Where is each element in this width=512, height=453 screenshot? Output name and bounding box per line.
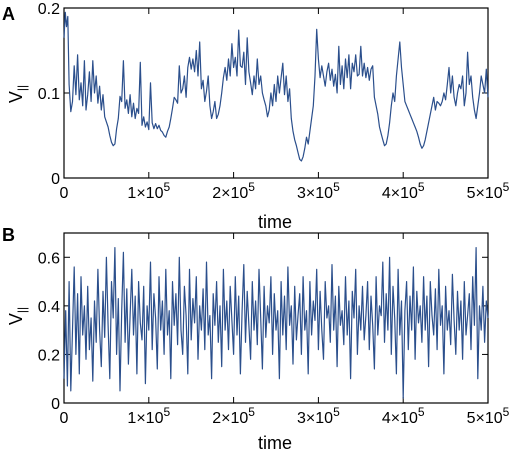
panel-a-chart: A V|| 00.10.20 1×105 2×105 3×105 4×105 5×105 … <box>2 1 510 232</box>
panel-b-ylabel-main: V <box>6 313 26 325</box>
panel-a-xtick-label: 1×105 <box>127 180 170 202</box>
svg-text:V||: V|| <box>6 307 29 325</box>
panel-a-ytick-label: 0.2 <box>38 1 60 18</box>
panel-a-ylabel-main: V <box>6 91 26 103</box>
panel-b-xlabel: time <box>258 433 292 453</box>
panel-a-xtick-label: 0 <box>60 185 69 202</box>
panel-b-ytick-label: 0.2 <box>38 347 60 364</box>
panel-a-ylabel-sub: || <box>15 85 29 91</box>
panel-a-ytick-label: 0.1 <box>38 86 60 103</box>
panel-b-xtick-label: 0 <box>60 410 69 427</box>
panel-b-xtick-label: 5×105 <box>467 405 510 427</box>
panel-a-xtick-label: 2×105 <box>212 180 255 202</box>
panel-a-xtick-label: 4×105 <box>382 180 425 202</box>
panel-b-ytick-label: 0 <box>51 396 60 413</box>
panel-a-plot-area: 0 0.1 0.2 0 1×105 2×105 3×105 4×105 5×105 <box>38 1 510 202</box>
panel-b-plot-area: 0 0.2 0.4 0.6 0 1×105 2×105 3×105 4×105 5×105 <box>38 232 510 427</box>
panel-a-ylabel: V|| <box>6 85 29 103</box>
panel-b-label: B <box>2 225 15 245</box>
svg-text:V||: V|| <box>6 85 29 103</box>
panel-b-xtick-label: 3×105 <box>297 405 340 427</box>
panel-a-label: A <box>2 4 15 24</box>
panel-a-series-line <box>63 11 489 162</box>
panel-a-xtick-label: 5×105 <box>467 180 510 202</box>
panel-b-xtick-label: 4×105 <box>382 405 425 427</box>
panel-b-ytick-label: 0.6 <box>38 250 60 267</box>
panel-b-xtick-label: 2×105 <box>212 405 255 427</box>
panel-b-chart: B V|| 0 0.2 0.4 0.6 0 1×105 2×105 3×105 4×105 5×1… <box>2 225 510 453</box>
panel-b-ytick-label: 0.4 <box>38 299 60 316</box>
panel-b-series-line <box>63 247 489 399</box>
panel-b-ylabel-sub: || <box>15 307 29 313</box>
panel-a-ytick-label: 0 <box>51 171 60 188</box>
panel-b-ylabel: V|| <box>6 307 29 325</box>
panel-a-xlabel: time <box>258 212 292 232</box>
panel-a-xtick-label: 3×105 <box>297 180 340 202</box>
panel-b-xtick-label: 1×105 <box>127 405 170 427</box>
